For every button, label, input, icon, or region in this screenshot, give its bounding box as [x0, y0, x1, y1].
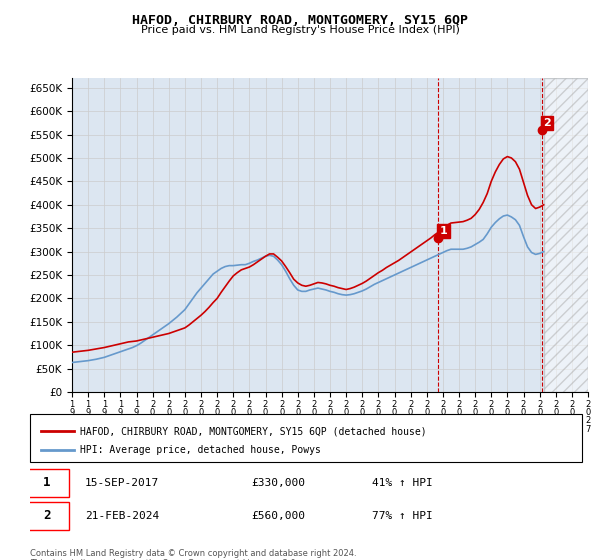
Text: HAFOD, CHIRBURY ROAD, MONTGOMERY, SY15 6QP: HAFOD, CHIRBURY ROAD, MONTGOMERY, SY15 6… — [132, 14, 468, 27]
Text: HAFOD, CHIRBURY ROAD, MONTGOMERY, SY15 6QP (detached house): HAFOD, CHIRBURY ROAD, MONTGOMERY, SY15 6… — [80, 426, 427, 436]
FancyBboxPatch shape — [25, 469, 68, 497]
FancyBboxPatch shape — [30, 414, 582, 462]
Text: 41% ↑ HPI: 41% ↑ HPI — [372, 478, 433, 488]
Text: HPI: Average price, detached house, Powys: HPI: Average price, detached house, Powy… — [80, 445, 320, 455]
Text: 21-FEB-2024: 21-FEB-2024 — [85, 511, 160, 521]
Text: 2: 2 — [43, 509, 50, 522]
Text: Contains HM Land Registry data © Crown copyright and database right 2024.
This d: Contains HM Land Registry data © Crown c… — [30, 549, 356, 560]
Bar — [544, 78, 588, 392]
Text: 2: 2 — [543, 118, 551, 128]
Text: Price paid vs. HM Land Registry's House Price Index (HPI): Price paid vs. HM Land Registry's House … — [140, 25, 460, 35]
Text: 77% ↑ HPI: 77% ↑ HPI — [372, 511, 433, 521]
Text: 1: 1 — [43, 477, 50, 489]
Text: £330,000: £330,000 — [251, 478, 305, 488]
Text: 1: 1 — [440, 226, 448, 236]
Text: £560,000: £560,000 — [251, 511, 305, 521]
Text: 15-SEP-2017: 15-SEP-2017 — [85, 478, 160, 488]
FancyBboxPatch shape — [25, 502, 68, 530]
